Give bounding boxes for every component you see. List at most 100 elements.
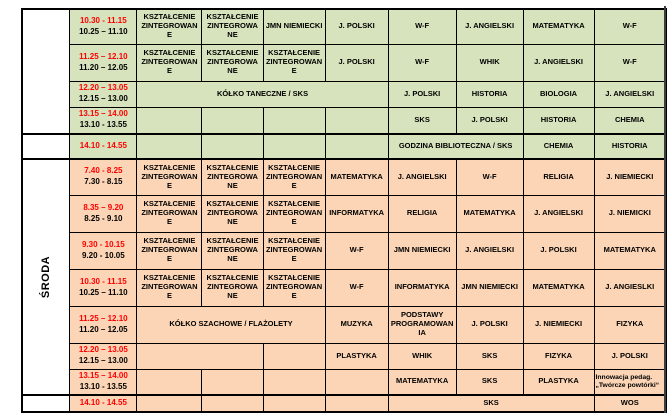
subject-cell: MUZYKA [324, 305, 389, 344]
time-secondary: 13.10 - 13.55 [79, 381, 127, 391]
time-primary: 13.15 – 14.00 [78, 109, 128, 119]
subject-cell: MATEMATYKA [522, 268, 595, 307]
time-secondary: 7.30 - 8.15 [84, 177, 123, 187]
subject-cell: PODSTAWY PROGRAMOWANIA [387, 305, 457, 344]
timetable-row: 14.10 - 14.55 SKS WOS [21, 394, 667, 413]
day-label: ŚRODA [40, 255, 53, 299]
timetable-row: 12.20 – 13.05 12.15 – 13.00 PLASTYKA WHIK SK… [22, 342, 667, 370]
subject-cell: WHIK [387, 342, 457, 370]
empty-cell [136, 342, 264, 370]
subject-cell: W-F [455, 158, 524, 196]
time-secondary: 8.25 - 9.10 [84, 213, 123, 223]
subject-cell: WHIK [455, 43, 524, 82]
time-cell: 11.25 – 12.10 11.20 – 12.05 [69, 43, 138, 82]
time-primary: 11.25 – 12.10 [79, 313, 128, 323]
empty-cell [136, 368, 203, 396]
subject-cell: W-F [324, 268, 389, 307]
subject-cell: WOS [593, 394, 667, 413]
day-cell: ŚRODA [21, 158, 71, 396]
subject-cell: MATEMATYKA [387, 368, 457, 396]
subject-cell: KSZTAŁCENIE ZINTEGROWANE [201, 194, 264, 233]
time-primary: 10.30 - 11.15 [79, 276, 127, 286]
subject-cell: J. POLSKI [455, 106, 524, 135]
empty-cell [136, 133, 203, 160]
time-secondary: 11.20 – 12.05 [79, 62, 128, 72]
empty-cell [262, 133, 326, 160]
subject-cell: SKS [455, 342, 524, 370]
time-primary: 10.30 - 11.15 [79, 15, 127, 25]
subject-cell: KSZTAŁCENIE ZINTEGROWANE [201, 231, 264, 270]
time-cell: 14.10 - 14.55 [69, 394, 138, 413]
subject-cell: HISTORIA [455, 80, 524, 108]
subject-cell: J. ANGIELSKI [522, 43, 595, 82]
time-cell: 8.35 – 9.20 8.25 - 9.10 [69, 194, 138, 233]
timetable-row: 10.30 - 11.15 10.25 – 11.10 KSZTAŁCENIE ZI… [21, 8, 667, 135]
subject-cell: MATEMATYKA [522, 8, 595, 45]
subject-cell: J. POLSKI [522, 231, 595, 270]
time-cell: 14.10 - 14.55 [69, 133, 138, 160]
subject-cell: KSZTAŁCENIE ZINTEGROWANE [262, 268, 326, 307]
subject-cell: J. POLSKI [593, 342, 667, 370]
subject-cell: KSZTAŁCENIE ZINTEGROWANE [201, 8, 264, 45]
subject-cell: KSZTAŁCENIE ZINTEGROWANE [262, 43, 326, 82]
time-secondary: 11.20 – 12.05 [79, 324, 128, 334]
empty-cell [324, 368, 389, 396]
timetable-row: 11.25 – 12.10 11.20 – 12.05 KSZTAŁCENIE ZI… [22, 43, 667, 82]
subject-cell: JMN NIEMIECKI [455, 268, 524, 307]
subject-cell: J. POLSKI [324, 43, 389, 82]
empty-cell [201, 106, 264, 135]
subject-cell: W-F [324, 231, 389, 270]
timetable-row: 13.15 – 14.00 13.10 - 13.55 SKS J. POLSKI HI… [22, 106, 667, 135]
subject-cell: INFORMATYKA [324, 194, 389, 233]
time-primary: 14.10 - 14.55 [79, 398, 127, 408]
timetable-row: 12.20 – 13.05 12.15 – 13.00 KÓŁKO TANECZNE… [22, 80, 667, 108]
subject-cell: W-F [387, 8, 457, 45]
subject-cell: SKS [455, 368, 524, 396]
subject-cell: MATEMATYKA [455, 194, 524, 233]
subject-cell: BIOLOGIA [522, 80, 595, 108]
subject-cell: KSZTAŁCENIE ZINTEGROWANE [136, 268, 203, 307]
subject-cell: KSZTAŁCENIE ZINTEGROWANE [136, 8, 203, 45]
subject-cell: GODZINA BIBLIOTECZNA / SKS [387, 133, 524, 160]
day-cell [21, 394, 71, 413]
subject-cell: JMN NIEMIECKI [262, 8, 326, 45]
school-timetable: 10.30 - 11.15 10.25 – 11.10 KSZTAŁCENIE ZI… [21, 8, 667, 413]
time-cell: 10.30 - 11.15 10.25 – 11.10 [69, 268, 138, 307]
subject-cell: MATEMATYKA [593, 231, 667, 270]
time-cell: 11.25 – 12.10 11.20 – 12.05 [69, 305, 138, 344]
subject-cell: J. NIEMICKI [593, 194, 667, 233]
empty-cell [136, 106, 203, 135]
subject-cell: CHEMIA [593, 106, 667, 135]
subject-cell: J. POLSKI [324, 8, 389, 45]
subject-cell: Innowacja pedag. „Twórcze powtórki“ [593, 368, 667, 396]
subject-cell: KSZTAŁCENIE ZINTEGROWANE [262, 231, 326, 270]
subject-cell: KSZTAŁCENIE ZINTEGROWANE [136, 194, 203, 233]
subject-cell: RELIGIA [522, 158, 595, 196]
timetable-row: 10.30 - 11.15 10.25 – 11.10 KSZTAŁCENIE ZI… [22, 268, 667, 307]
empty-cell [201, 133, 264, 160]
time-primary: 11.25 – 12.10 [79, 51, 128, 61]
time-primary: 12.20 – 13.05 [78, 345, 128, 355]
subject-cell: J. ANGIELSKI [387, 158, 457, 196]
time-primary: 12.20 – 13.05 [78, 83, 128, 93]
time-secondary: 10.25 – 11.10 [79, 287, 128, 297]
subject-cell: SKS [387, 106, 457, 135]
time-cell: 9.30 - 10.15 9.20 - 10.05 [69, 231, 138, 270]
time-cell: 13.15 – 14.00 13.10 - 13.55 [69, 368, 138, 396]
time-cell: 7.40 - 8.25 7.30 - 8.15 [69, 158, 138, 196]
subject-cell: J. ANGIELSKI [522, 194, 595, 233]
time-secondary: 13.10 - 13.55 [79, 120, 127, 130]
subject-cell: JMN NIEMIECKI [387, 231, 457, 270]
subject-cell: HISTORIA [593, 133, 667, 160]
empty-cell [324, 106, 389, 135]
empty-cell [262, 106, 326, 135]
time-primary: 13.15 – 14.00 [78, 370, 128, 380]
empty-cell [262, 394, 326, 413]
timetable-row: 9.30 - 10.15 9.20 - 10.05 KSZTAŁCENIE ZINT… [22, 231, 667, 270]
time-primary: 14.10 - 14.55 [79, 141, 127, 151]
time-primary: 7.40 - 8.25 [84, 166, 123, 176]
time-secondary: 10.25 – 11.10 [79, 26, 128, 36]
day-cell [21, 133, 71, 160]
subject-cell: J. POLSKI [387, 80, 457, 108]
subject-cell: J. ANGIELSKI [455, 8, 524, 45]
